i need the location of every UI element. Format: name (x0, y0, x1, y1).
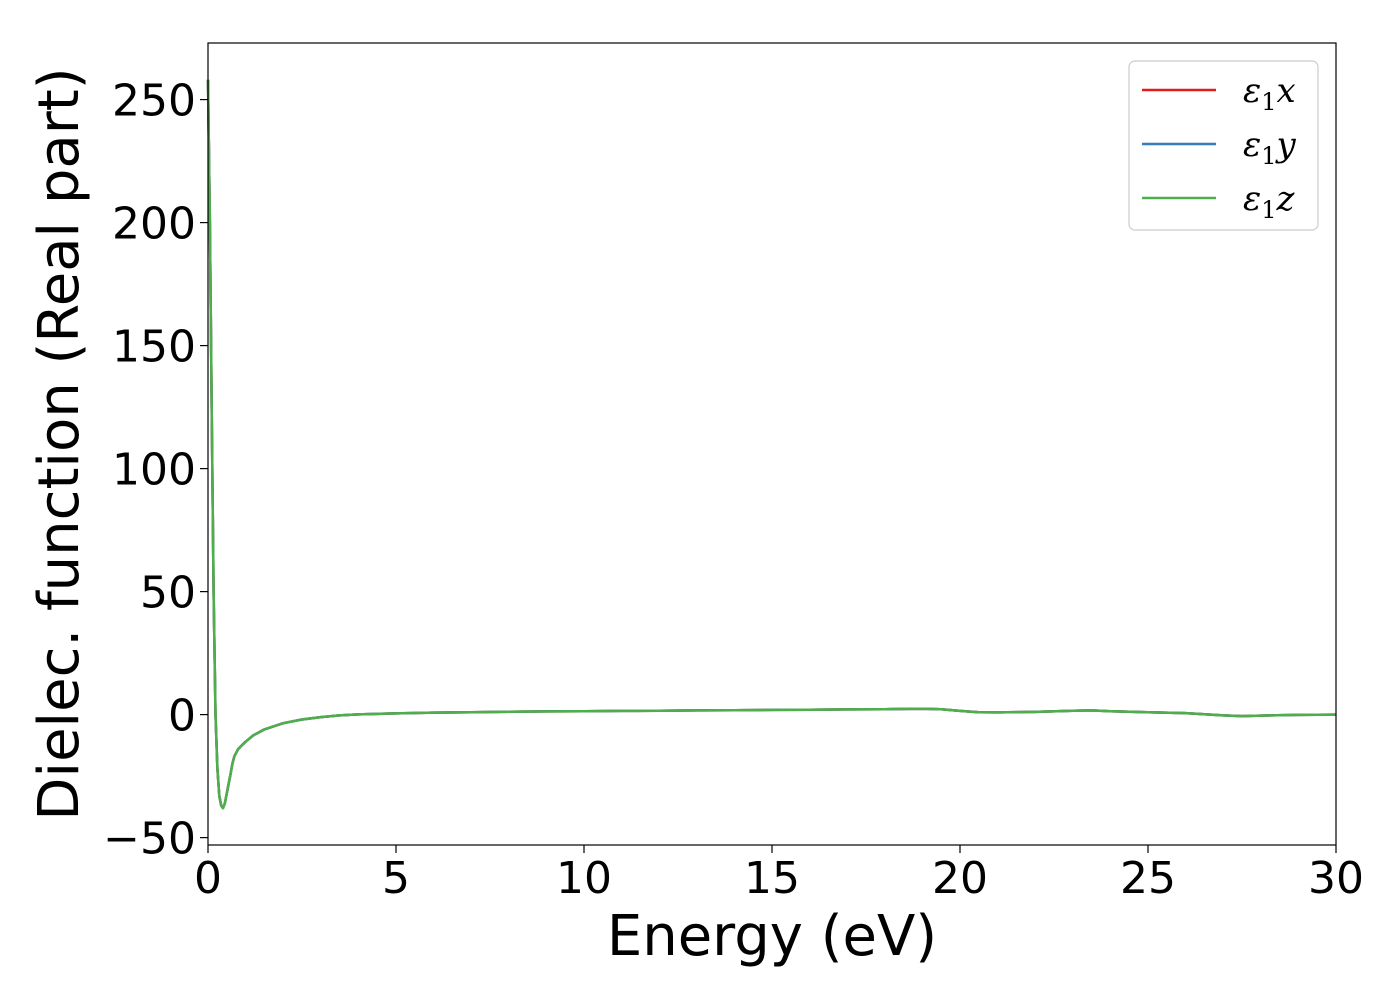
x-tick-label: 30 (1308, 853, 1364, 904)
x-tick-label: 20 (932, 853, 988, 904)
legend: ε1x ε1y ε1z (1128, 60, 1319, 231)
y-axis: −50 0 50 100 150 200 250 (103, 76, 208, 865)
x-tick-label: 0 (194, 853, 222, 904)
y-tick-label: 0 (168, 691, 196, 742)
y-tick-label: −50 (103, 814, 196, 865)
x-axis: 0 5 10 15 20 25 30 (194, 845, 1364, 904)
legend-label-x: ε1x (1243, 71, 1296, 116)
legend-frame (1128, 60, 1319, 231)
x-tick-label: 10 (556, 853, 612, 904)
y-axis-label: Dielec. function (Real part) (27, 67, 92, 820)
x-axis-label: Energy (eV) (607, 904, 937, 969)
y-tick-label: 100 (112, 445, 196, 496)
x-tick-label: 25 (1120, 853, 1176, 904)
legend-label-z: ε1z (1243, 179, 1296, 224)
y-tick-label: 150 (112, 322, 196, 373)
legend-label-y: ε1y (1243, 125, 1297, 170)
y-tick-label: 250 (112, 76, 196, 127)
series-layer (206, 79, 1337, 810)
series-line-z (206, 79, 1337, 810)
x-tick-label: 5 (382, 853, 410, 904)
x-tick-label: 15 (744, 853, 800, 904)
y-tick-label: 200 (112, 199, 196, 250)
y-tick-label: 50 (140, 568, 196, 619)
